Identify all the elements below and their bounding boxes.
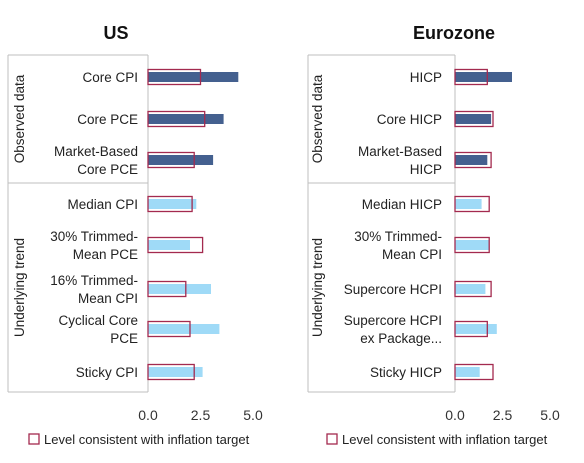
target-level-box <box>454 68 488 86</box>
x-tick-label: 2.5 <box>191 407 211 423</box>
category-label: Core CPI <box>82 70 138 85</box>
category-label: Market-Based <box>358 144 442 159</box>
category-label: Sticky HICP <box>370 365 442 380</box>
value-bar <box>455 199 482 209</box>
value-bar <box>148 240 190 250</box>
target-level-box <box>147 110 206 128</box>
target-level-box <box>147 320 191 338</box>
target-level-box <box>147 280 187 298</box>
value-bar <box>455 367 480 377</box>
target-level-box <box>147 195 193 213</box>
target-level-box <box>147 68 202 86</box>
value-bar <box>148 284 211 294</box>
value-bar <box>455 240 490 250</box>
category-label: HICP <box>410 70 442 85</box>
x-tick-label: 0.0 <box>445 407 465 423</box>
value-bar <box>455 324 497 334</box>
panel-title: US <box>103 23 128 43</box>
target-level-box <box>147 236 204 254</box>
value-bar <box>455 155 488 165</box>
category-label: 16% Trimmed- <box>50 273 138 288</box>
target-level-box <box>454 195 490 213</box>
category-label: Core PCE <box>77 162 138 177</box>
panel-title: Eurozone <box>413 23 495 43</box>
category-label: Core PCE <box>77 112 138 127</box>
target-level-box <box>147 151 195 169</box>
value-bar <box>148 324 220 334</box>
x-tick-label: 0.0 <box>138 407 158 423</box>
legend-label: Level consistent with inflation target <box>342 432 548 447</box>
x-tick-label: 2.5 <box>493 407 513 423</box>
category-label: Median CPI <box>67 197 138 212</box>
category-label: Cyclical Core <box>58 313 138 328</box>
legend-swatch <box>326 433 338 445</box>
legend-swatch <box>28 433 40 445</box>
value-bar <box>148 367 203 377</box>
value-bar <box>455 72 512 82</box>
category-label: Supercore HCPI <box>344 282 442 297</box>
category-label: Supercore HCPI <box>344 313 442 328</box>
target-level-box <box>454 320 488 338</box>
group-label: Underlying trend <box>310 238 325 337</box>
target-level-box <box>454 110 494 128</box>
category-label: Mean CPI <box>382 247 442 262</box>
category-label: 30% Trimmed- <box>354 229 442 244</box>
category-label: Median HICP <box>362 197 442 212</box>
target-level-box <box>454 236 490 254</box>
category-label: Core HICP <box>377 112 442 127</box>
legend-label: Level consistent with inflation target <box>44 432 250 447</box>
target-level-box <box>454 363 494 381</box>
x-tick-label: 5.0 <box>540 407 560 423</box>
category-label: PCE <box>110 331 138 346</box>
category-label: HICP <box>410 162 442 177</box>
group-label: Underlying trend <box>12 238 27 337</box>
group-label: Observed data <box>310 74 325 163</box>
category-label: Sticky CPI <box>76 365 138 380</box>
category-label: Mean CPI <box>78 291 138 306</box>
category-label: Mean PCE <box>73 247 138 262</box>
x-tick-label: 5.0 <box>243 407 263 423</box>
value-bar <box>148 155 214 165</box>
value-bar <box>148 114 224 124</box>
value-bar <box>455 114 492 124</box>
target-level-box <box>454 280 492 298</box>
value-bar <box>148 72 239 82</box>
category-label: Market-Based <box>54 144 138 159</box>
group-label: Observed data <box>12 74 27 163</box>
category-label: ex Package... <box>360 331 442 346</box>
target-level-box <box>454 151 492 169</box>
category-label: 30% Trimmed- <box>50 229 138 244</box>
target-level-box <box>147 363 195 381</box>
value-bar <box>455 284 486 294</box>
value-bar <box>148 199 197 209</box>
